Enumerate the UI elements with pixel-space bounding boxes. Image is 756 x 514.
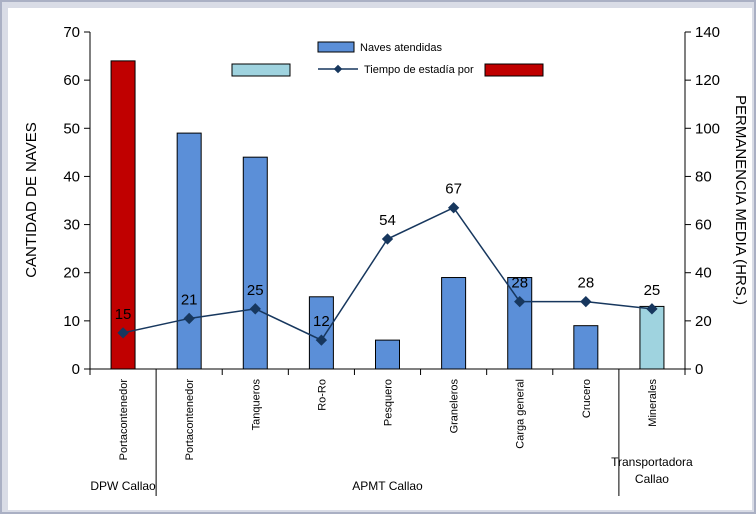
- y2-tick-label: 60: [695, 217, 712, 234]
- category-label: Minerales: [647, 379, 659, 427]
- y-tick-label: 20: [63, 265, 80, 282]
- category-label: Graneleros: [449, 379, 461, 434]
- bar: [375, 339, 400, 370]
- data-label: 28: [511, 275, 528, 292]
- group-label: Transportadora Callao: [611, 455, 693, 486]
- data-label: 28: [577, 275, 594, 292]
- bar: [573, 325, 599, 370]
- category-label: Crucero: [581, 379, 593, 418]
- data-label: 67: [445, 181, 462, 198]
- y2-tick-label: 120: [695, 72, 720, 89]
- legend-swatch-light: [231, 63, 291, 77]
- y-tick-label: 40: [63, 168, 80, 185]
- category-label: Portacontenedor: [184, 379, 196, 461]
- line-point: [183, 312, 195, 325]
- bar: [441, 277, 467, 370]
- data-labels: 15 21 25 12 54 67 28 28 25: [115, 181, 661, 330]
- y-tick-label: 10: [63, 313, 80, 330]
- category-label: Portacontenedor: [118, 379, 130, 461]
- line-point: [447, 202, 460, 214]
- bar: [639, 305, 665, 370]
- bar: [308, 296, 334, 370]
- y-tick-label: 0: [72, 361, 80, 378]
- legend-swatch-line-marker: [333, 64, 343, 74]
- y2-tick-label: 40: [695, 265, 712, 282]
- legend: Naves atendidas Tiempo de estadía por: [231, 41, 544, 77]
- data-label: 25: [644, 282, 661, 299]
- y2-tick-label: 100: [695, 120, 720, 137]
- legend-swatch-bars: [317, 41, 355, 53]
- y2-tick-label: 0: [695, 361, 703, 378]
- bar-series: [110, 60, 665, 370]
- y2-axis-label: PERMANENCIA MEDIA (HRS.): [732, 95, 749, 305]
- y2-tick-label: 140: [695, 24, 720, 41]
- line-point: [514, 295, 526, 308]
- y2-tick-label: 20: [695, 313, 712, 330]
- data-label: 21: [181, 291, 198, 308]
- y-tick-label: 60: [63, 72, 80, 89]
- legend-swatch-red: [484, 63, 544, 77]
- legend-label-bars: Naves atendidas: [360, 42, 442, 54]
- axes: 0 10 20 30 40 50 60 70 0 20 40 60 80 100 120 140: [63, 24, 720, 378]
- category-labels: Portacontenedor Portacontenedor Tanqueros R…: [90, 375, 693, 496]
- bar: [110, 60, 136, 370]
- group-label: DPW Callao: [90, 479, 156, 493]
- line-series: [117, 202, 658, 346]
- y-tick-label: 70: [63, 24, 80, 41]
- data-label: 15: [115, 306, 132, 323]
- bar: [507, 277, 533, 370]
- y-tick-label: 30: [63, 217, 80, 234]
- legend-label-line: Tiempo de estadía por: [364, 64, 474, 76]
- y-axis-label: CANTIDAD DE NAVES: [23, 122, 40, 278]
- category-label: Pesquero: [383, 379, 395, 426]
- y2-tick-label: 80: [695, 168, 712, 185]
- bar: [176, 132, 202, 370]
- data-label: 54: [379, 212, 396, 229]
- y-tick-label: 50: [63, 120, 80, 137]
- data-label: 12: [313, 313, 330, 330]
- category-label: Tanqueros: [250, 379, 262, 431]
- line-point: [249, 303, 261, 315]
- category-label: Carga general: [515, 379, 527, 449]
- category-label: Ro-Ro: [316, 379, 328, 411]
- line-point: [646, 303, 658, 315]
- line-point: [580, 295, 592, 308]
- line-point: [315, 334, 328, 346]
- bar: [242, 156, 268, 370]
- group-label: APMT Callao: [352, 479, 423, 493]
- data-label: 25: [247, 282, 264, 299]
- line-point: [381, 233, 394, 245]
